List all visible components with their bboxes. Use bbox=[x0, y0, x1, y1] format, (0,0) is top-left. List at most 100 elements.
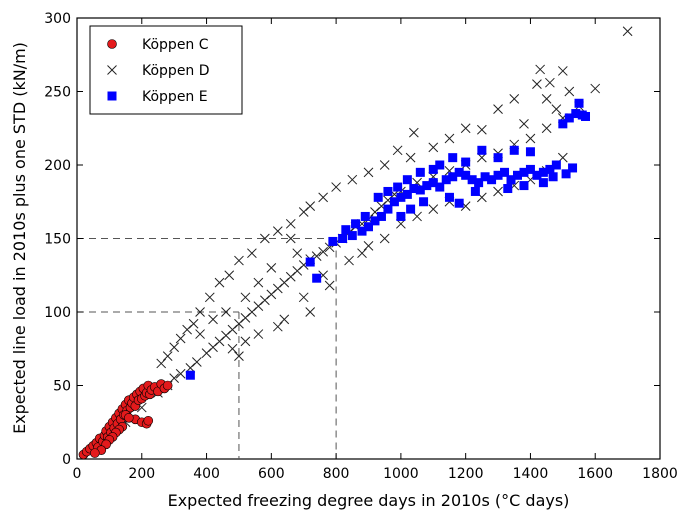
data-point bbox=[564, 113, 574, 123]
data-point bbox=[444, 192, 454, 202]
data-point bbox=[509, 145, 519, 155]
data-point bbox=[182, 324, 192, 335]
data-point bbox=[253, 329, 264, 339]
data-point bbox=[227, 343, 238, 354]
data-point bbox=[240, 336, 251, 347]
data-point bbox=[470, 186, 480, 196]
data-points bbox=[78, 26, 633, 460]
data-point bbox=[298, 207, 309, 217]
data-point bbox=[545, 164, 555, 174]
data-point bbox=[454, 198, 464, 208]
data-point bbox=[512, 170, 522, 180]
data-point bbox=[260, 233, 270, 244]
data-point bbox=[557, 66, 568, 76]
data-point bbox=[266, 263, 277, 273]
reference-lines bbox=[77, 238, 337, 459]
data-point bbox=[519, 118, 529, 129]
data-point bbox=[448, 172, 458, 182]
x-tick-label: 0 bbox=[73, 466, 82, 482]
data-point bbox=[551, 160, 561, 170]
data-point bbox=[406, 204, 416, 214]
data-point bbox=[234, 351, 244, 361]
y-tick-label: 200 bbox=[44, 158, 71, 174]
data-point bbox=[169, 373, 180, 384]
data-point bbox=[247, 248, 257, 259]
data-point bbox=[195, 329, 205, 339]
data-point bbox=[408, 127, 419, 138]
data-point bbox=[318, 192, 329, 203]
data-point bbox=[389, 197, 399, 207]
series-circle bbox=[78, 379, 173, 460]
data-point bbox=[541, 123, 552, 134]
data-point bbox=[474, 178, 484, 188]
data-point bbox=[441, 175, 451, 185]
data-point bbox=[383, 204, 393, 214]
data-point bbox=[535, 64, 546, 75]
data-point bbox=[493, 186, 503, 197]
x-tick-label: 600 bbox=[258, 466, 285, 482]
data-point bbox=[545, 77, 555, 88]
data-point bbox=[477, 124, 487, 135]
data-point bbox=[402, 175, 412, 185]
data-point bbox=[538, 167, 548, 177]
data-point bbox=[467, 175, 477, 185]
data-point bbox=[435, 160, 445, 170]
data-point bbox=[500, 167, 510, 177]
data-point bbox=[169, 342, 180, 353]
data-point bbox=[272, 321, 283, 332]
data-point bbox=[487, 175, 497, 185]
data-point bbox=[590, 83, 601, 94]
y-tick-label: 0 bbox=[62, 452, 71, 468]
data-point bbox=[305, 307, 316, 317]
data-point bbox=[292, 248, 303, 259]
data-point bbox=[405, 152, 416, 163]
data-point bbox=[396, 211, 406, 221]
data-point bbox=[392, 145, 403, 156]
x-tick-label: 400 bbox=[193, 466, 220, 482]
data-point bbox=[224, 270, 235, 281]
data-point bbox=[428, 142, 439, 153]
data-point bbox=[195, 307, 205, 317]
data-point bbox=[435, 182, 445, 192]
data-point bbox=[383, 186, 393, 196]
data-point bbox=[347, 174, 358, 185]
data-point bbox=[143, 415, 154, 426]
data-point bbox=[564, 86, 575, 97]
y-tick-label: 100 bbox=[44, 305, 71, 321]
data-point bbox=[185, 370, 195, 380]
data-point bbox=[493, 153, 503, 163]
data-point bbox=[444, 133, 455, 144]
x-tick-label: 1200 bbox=[448, 466, 484, 482]
data-point bbox=[363, 240, 374, 251]
data-point bbox=[574, 98, 584, 108]
data-point bbox=[477, 145, 487, 155]
data-point bbox=[551, 104, 562, 114]
data-point bbox=[175, 333, 186, 344]
data-point bbox=[379, 160, 390, 170]
data-point bbox=[221, 307, 231, 317]
data-point bbox=[175, 368, 186, 379]
data-point bbox=[419, 197, 429, 207]
data-point bbox=[370, 216, 380, 226]
data-point bbox=[162, 380, 173, 391]
data-point bbox=[548, 172, 558, 182]
data-point bbox=[509, 93, 520, 104]
data-point bbox=[581, 111, 591, 121]
data-point bbox=[480, 172, 490, 182]
data-point bbox=[532, 170, 542, 180]
axis-ticks: 0 200 400 600 800 1000 1200 1400 1600 1800 0 50 100 1… bbox=[44, 11, 678, 482]
data-point bbox=[525, 133, 536, 144]
data-point bbox=[428, 164, 438, 174]
data-point bbox=[331, 182, 341, 192]
data-point bbox=[493, 170, 503, 180]
data-point bbox=[558, 119, 568, 129]
data-point bbox=[328, 236, 338, 246]
y-tick-label: 250 bbox=[44, 85, 71, 101]
legend: Köppen C Köppen D Köppen E bbox=[89, 25, 243, 115]
legend-label: Köppen C bbox=[142, 37, 209, 53]
x-tick-label: 800 bbox=[323, 466, 350, 482]
data-point bbox=[415, 185, 425, 195]
data-point bbox=[360, 211, 370, 221]
legend-marker-circle bbox=[107, 39, 117, 49]
x-axis-title: Expected freezing degree days in 2010s (… bbox=[168, 491, 570, 510]
